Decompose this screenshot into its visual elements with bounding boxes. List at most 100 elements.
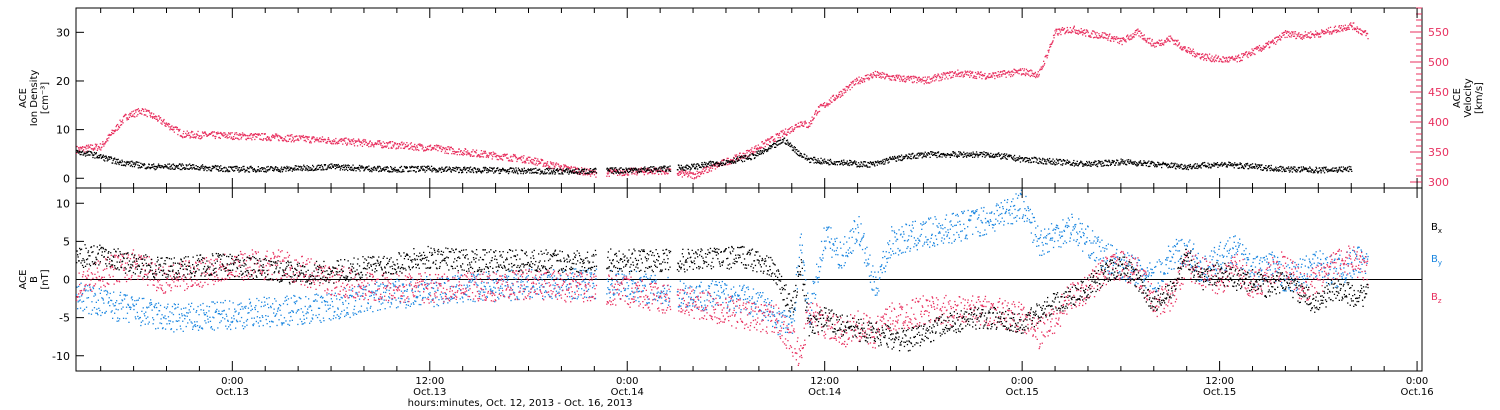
velocity-point — [559, 167, 562, 169]
density-point — [616, 171, 618, 173]
density-point — [905, 154, 908, 156]
velocity-point — [846, 86, 848, 88]
velocity-point — [1257, 46, 1260, 48]
velocity-point — [1263, 47, 1265, 49]
density-point — [76, 151, 78, 153]
velocity-point — [535, 157, 537, 160]
velocity-point — [1205, 53, 1207, 55]
density-point — [778, 140, 780, 142]
density-point — [565, 169, 567, 171]
density-point — [253, 168, 255, 170]
velocity-point — [699, 171, 701, 173]
velocity-point — [832, 94, 835, 96]
velocity-point — [537, 158, 539, 160]
velocity-point — [464, 153, 466, 155]
density-point — [246, 166, 249, 169]
density-point — [502, 168, 504, 170]
velocity-point — [1066, 30, 1068, 32]
density-point — [1049, 157, 1051, 160]
density-point — [1122, 160, 1124, 163]
velocity-point — [316, 137, 318, 139]
density-point — [976, 154, 979, 156]
velocity-point — [1314, 33, 1316, 36]
velocity-point — [107, 134, 109, 136]
velocity-point — [239, 133, 242, 135]
density-point — [844, 163, 846, 165]
density-point — [635, 168, 638, 170]
velocity-point — [539, 162, 541, 165]
velocity-point — [955, 75, 957, 77]
velocity-point — [1321, 29, 1323, 31]
velocity-point — [203, 135, 205, 137]
velocity-point — [1123, 38, 1125, 40]
density-point — [1236, 163, 1238, 165]
velocity-point — [467, 150, 469, 152]
velocity-point — [332, 143, 334, 145]
velocity-point — [943, 73, 946, 75]
density-point — [731, 162, 733, 164]
velocity-point — [701, 171, 704, 173]
density-point — [120, 162, 122, 164]
density-point — [662, 169, 664, 171]
velocity-point — [1110, 40, 1112, 42]
velocity-point — [165, 122, 168, 124]
density-point — [1088, 160, 1090, 163]
velocity-point — [90, 144, 92, 146]
density-point — [538, 169, 540, 171]
velocity-point — [349, 141, 351, 143]
density-point — [412, 170, 414, 172]
velocity-point — [872, 72, 874, 74]
density-point — [417, 165, 419, 168]
density-point — [571, 172, 573, 174]
velocity-point — [989, 73, 991, 75]
velocity-point — [1125, 41, 1127, 43]
velocity-point — [386, 142, 388, 144]
velocity-point — [158, 118, 161, 120]
velocity-point — [1089, 36, 1091, 38]
velocity-point — [852, 82, 854, 84]
velocity-point — [484, 152, 486, 154]
velocity-point — [655, 170, 657, 173]
density-point — [183, 166, 185, 169]
density-point — [541, 170, 543, 172]
velocity-point — [710, 170, 713, 172]
velocity-point — [371, 142, 373, 144]
density-point — [1111, 161, 1113, 164]
density-point — [138, 165, 140, 167]
velocity-point — [1139, 30, 1141, 32]
density-point — [972, 156, 974, 158]
density-point — [118, 161, 121, 163]
density-point — [400, 171, 402, 173]
density-point — [1153, 164, 1155, 166]
velocity-point — [163, 122, 166, 124]
density-point — [583, 168, 585, 170]
density-point — [430, 169, 432, 171]
density-point — [631, 171, 633, 174]
density-point — [1013, 154, 1016, 157]
density-point — [916, 154, 918, 156]
density-point — [624, 171, 626, 173]
density-point — [544, 171, 546, 173]
velocity-point — [1172, 39, 1175, 42]
density-point — [423, 165, 425, 167]
density-point — [177, 165, 179, 167]
density-point — [457, 166, 459, 169]
velocity-point — [1224, 57, 1226, 59]
velocity-point — [1011, 75, 1014, 77]
velocity-point — [1152, 43, 1154, 45]
density-point — [825, 161, 827, 163]
velocity-point — [516, 158, 519, 161]
velocity-point — [994, 77, 996, 80]
density-point — [1050, 160, 1052, 163]
velocity-point — [454, 153, 456, 155]
velocity-point — [1109, 39, 1111, 42]
velocity-point — [1017, 69, 1020, 71]
velocity-point — [642, 170, 644, 172]
velocity-point — [410, 146, 412, 149]
density-point — [1053, 163, 1055, 165]
density-point — [134, 164, 136, 166]
density-point — [620, 167, 622, 169]
velocity-point — [574, 166, 576, 168]
density-point — [1038, 157, 1040, 159]
density-point — [1231, 163, 1233, 165]
